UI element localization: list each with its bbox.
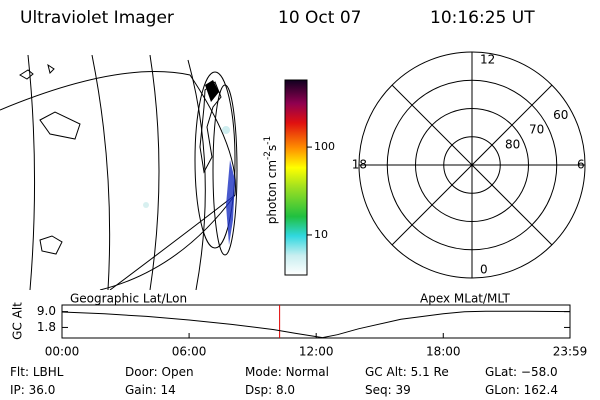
status-value: 162.4 — [524, 383, 558, 397]
colorbar-unit: photon cm — [265, 160, 279, 224]
status-value: −58.0 — [521, 365, 558, 379]
meridian — [187, 59, 206, 290]
y-tick-label: 1.8 — [37, 320, 56, 334]
status-label: Dsp: — [245, 383, 272, 397]
status-field: GLat: −58.0 — [485, 365, 558, 379]
mlt-label: 0 — [480, 263, 488, 277]
status-value: 5.1 Re — [411, 365, 449, 379]
status-value: 36.0 — [29, 383, 56, 397]
meridian — [91, 55, 111, 290]
aurora — [143, 202, 149, 208]
x-tick-label: 23:59 — [553, 345, 588, 359]
status-value: Normal — [286, 365, 329, 379]
status-label: Seq: — [365, 383, 392, 397]
meridian — [27, 55, 36, 290]
status-field: Mode: Normal — [245, 365, 329, 379]
status-label: Flt: — [10, 365, 29, 379]
status-label: GLat: — [485, 365, 517, 379]
status-value: Open — [162, 365, 194, 379]
status-field: IP: 36.0 — [10, 383, 55, 397]
mlt-label: 18 — [352, 158, 367, 172]
mlt-label: 6 — [577, 158, 585, 172]
status-value: 8.0 — [276, 383, 295, 397]
x-tick-label: 18:00 — [426, 345, 461, 359]
coastline — [19, 63, 222, 255]
status-label: GLon: — [485, 383, 520, 397]
spoke — [391, 84, 553, 246]
map — [0, 55, 238, 290]
status-field: Seq: 39 — [365, 383, 411, 397]
aurora — [222, 126, 230, 134]
title: Ultraviolet Imager — [20, 8, 174, 28]
altitude-line — [61, 310, 571, 339]
colorbar-tick-label: 10 — [314, 228, 328, 241]
aurora — [226, 160, 235, 245]
colorbar-label: photon cm-2s-1 — [263, 136, 279, 225]
lat-label: 60 — [553, 108, 568, 122]
colorbar-exponent: -2 — [263, 151, 273, 160]
status-field: Dsp: 8.0 — [245, 383, 295, 397]
time: 10:16:25 UT — [430, 8, 535, 28]
y-tick-label: 9.0 — [37, 304, 56, 318]
timeline-left-title: Geographic Lat/Lon — [70, 292, 187, 306]
lat-label: 70 — [529, 123, 544, 137]
timeline-ylabel: GC Alt — [11, 302, 25, 340]
meridian — [149, 55, 160, 290]
status-field: Gain: 14 — [125, 383, 176, 397]
status-field: Flt: LBHL — [10, 365, 64, 379]
status-label: Door: — [125, 365, 158, 379]
status-value: 39 — [396, 383, 411, 397]
status-label: IP: — [10, 383, 25, 397]
limb — [194, 71, 236, 249]
mlt-label: 12 — [480, 53, 495, 67]
status-value: LBHL — [33, 365, 64, 379]
terminator — [109, 194, 236, 290]
status-label: Gain: — [125, 383, 157, 397]
x-tick-label: 06:00 — [172, 345, 207, 359]
date: 10 Oct 07 — [278, 8, 361, 28]
colorbar-unit: s — [265, 145, 279, 151]
status-field: Door: Open — [125, 365, 194, 379]
x-tick-label: 00:00 — [45, 345, 80, 359]
status-label: GC Alt: — [365, 365, 407, 379]
colorbar — [284, 79, 308, 276]
lat-label: 80 — [505, 138, 520, 152]
status-field: GC Alt: 5.1 Re — [365, 365, 449, 379]
status-label: Mode: — [245, 365, 282, 379]
timeline-right-title: Apex MLat/MLT — [420, 292, 510, 306]
landmass — [205, 80, 219, 102]
status-field: GLon: 162.4 — [485, 383, 558, 397]
x-tick-label: 12:00 — [299, 345, 334, 359]
status-value: 14 — [160, 383, 175, 397]
map-boundary — [0, 71, 236, 290]
colorbar-tick-label: 100 — [314, 140, 335, 153]
colorbar-exponent: -1 — [263, 136, 273, 145]
limb — [212, 84, 238, 256]
